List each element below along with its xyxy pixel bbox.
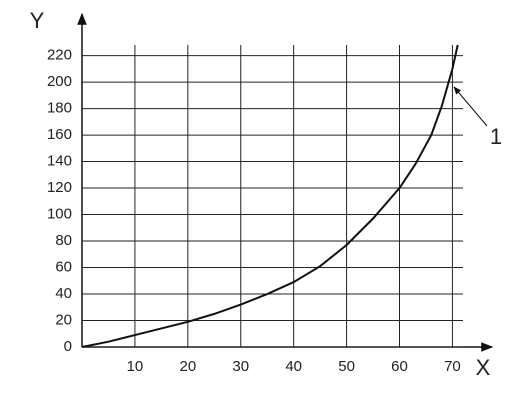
x-axis-label: X (476, 355, 491, 380)
y-tick-label: 120 (47, 179, 72, 196)
x-tick-label: 30 (232, 358, 249, 375)
x-tick-label: 20 (179, 358, 196, 375)
y-tick-label: 20 (55, 311, 72, 328)
x-tick-label: 10 (127, 358, 144, 375)
y-tick-label: 80 (55, 232, 72, 249)
y-tick-label: 160 (47, 126, 72, 143)
x-tick-label: 40 (285, 358, 302, 375)
y-tick-label: 0 (64, 338, 72, 355)
y-tick-label: 60 (55, 258, 72, 275)
y-axis-label: Y (30, 8, 45, 33)
y-tick-label: 40 (55, 285, 72, 302)
y-tick-label: 200 (47, 73, 72, 90)
annotation-leader (453, 86, 488, 127)
y-tick-label: 140 (47, 153, 72, 170)
y-tick-label: 100 (47, 206, 72, 223)
x-tick-label: 60 (391, 358, 408, 375)
y-tick-label: 220 (47, 47, 72, 64)
x-tick-label: 70 (444, 358, 461, 375)
x-tick-label: 50 (338, 358, 355, 375)
y-tick-label: 180 (47, 100, 72, 117)
annotation: 1 (490, 124, 502, 149)
curve (81, 44, 459, 348)
